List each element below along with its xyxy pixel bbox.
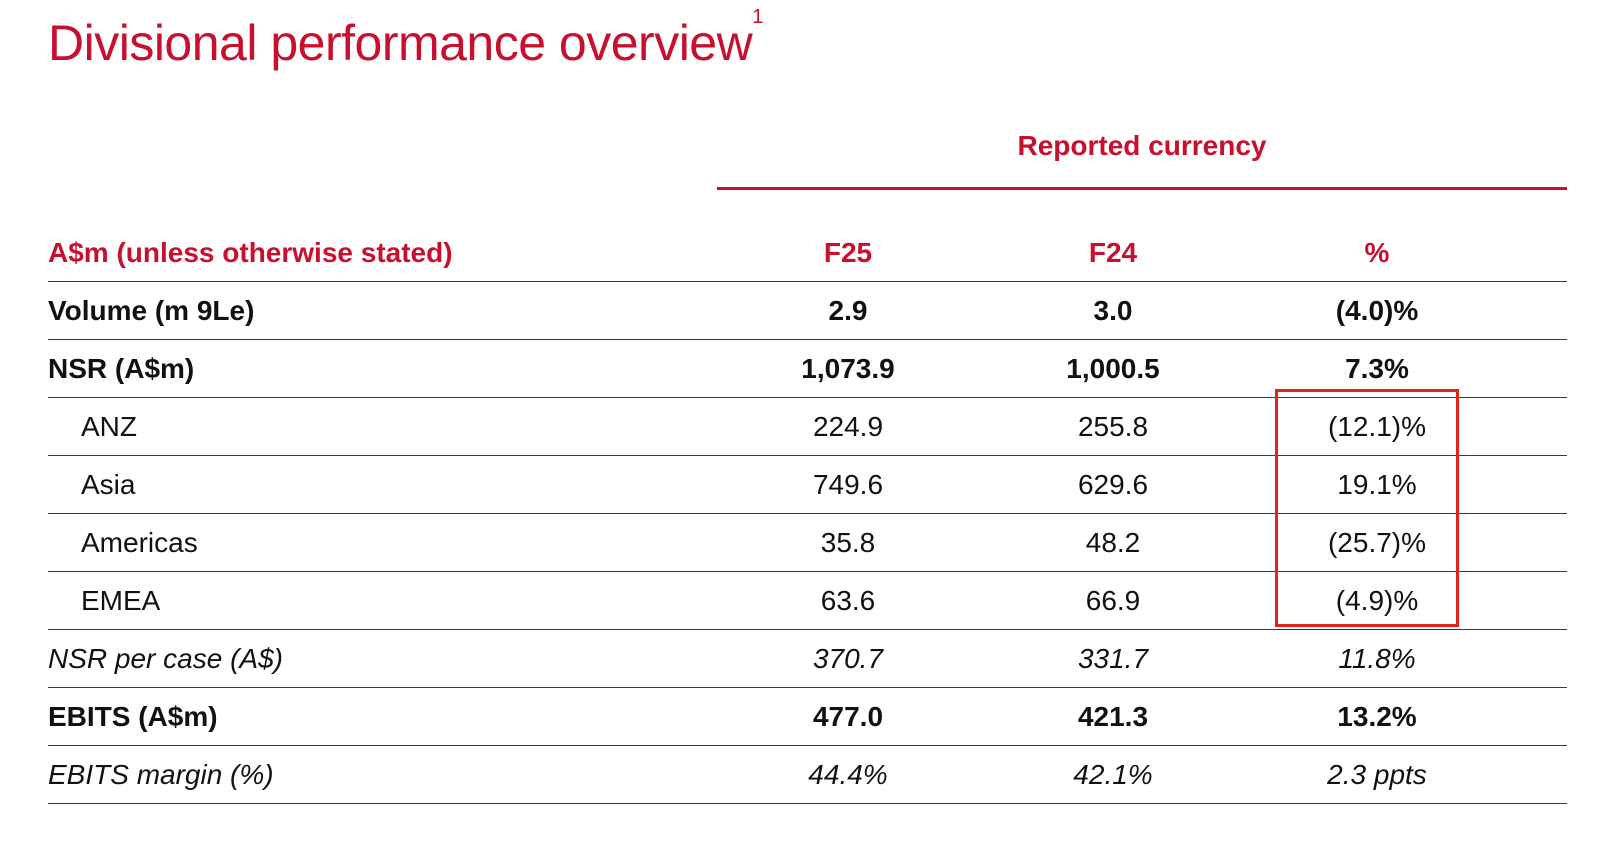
row-pct: 19.1% xyxy=(1337,468,1417,500)
row-label: Americas xyxy=(81,526,198,558)
header-label: A$m (unless otherwise stated) xyxy=(48,236,453,268)
row-f24: 421.3 xyxy=(1077,700,1149,732)
row-pct: (12.1)% xyxy=(1327,410,1427,442)
row-f24: 42.1% xyxy=(1073,758,1153,790)
row-f24: 48.2 xyxy=(1085,526,1141,558)
row-f25: 44.4% xyxy=(808,758,888,790)
row-f24: 66.9 xyxy=(1085,584,1141,616)
row-label: EMEA xyxy=(81,584,161,616)
row-pct: 7.3% xyxy=(1345,352,1409,384)
row-label: NSR (A$m) xyxy=(48,352,195,384)
row-label: Asia xyxy=(81,468,136,500)
row-f24: 3.0 xyxy=(1093,294,1133,326)
table-header-row: A$m (unless otherwise stated) F25 F24 % xyxy=(48,224,1567,282)
table-row-ebits: EBITS (A$m) 477.0 421.3 13.2% xyxy=(48,688,1567,746)
table-row-nsr: NSR (A$m) 1,073.9 1,000.5 7.3% xyxy=(48,340,1567,398)
table-row-emea: EMEA 63.6 66.9 (4.9)% xyxy=(48,572,1567,630)
reported-currency-rule xyxy=(717,187,1567,190)
table-row-volume: Volume (m 9Le) 2.9 3.0 (4.0)% xyxy=(48,282,1567,340)
row-f25: 749.6 xyxy=(812,468,884,500)
table-row-nsr-per-case: NSR per case (A$) 370.7 331.7 11.8% xyxy=(48,630,1567,688)
row-f25: 224.9 xyxy=(812,410,884,442)
row-f24: 629.6 xyxy=(1077,468,1149,500)
row-label: Volume (m 9Le) xyxy=(48,294,255,326)
footnote-marker: 1 xyxy=(752,6,763,28)
header-f25: F25 xyxy=(823,236,873,268)
row-f25: 477.0 xyxy=(812,700,884,732)
row-pct: 2.3 ppts xyxy=(1327,758,1427,790)
row-f24: 331.7 xyxy=(1077,642,1149,674)
table-row-anz: ANZ 224.9 255.8 (12.1)% xyxy=(48,398,1567,456)
row-pct: (4.0)% xyxy=(1335,294,1419,326)
page-title: Divisional performance overview1 xyxy=(48,6,763,71)
row-pct: 13.2% xyxy=(1337,700,1417,732)
row-f25: 63.6 xyxy=(820,584,876,616)
header-f24: F24 xyxy=(1088,236,1138,268)
table-row-americas: Americas 35.8 48.2 (25.7)% xyxy=(48,514,1567,572)
row-f25: 1,073.9 xyxy=(801,352,895,384)
row-label: EBITS margin (%) xyxy=(48,758,274,790)
row-pct: (25.7)% xyxy=(1327,526,1427,558)
row-label: NSR per case (A$) xyxy=(48,642,283,674)
reported-currency-header: Reported currency xyxy=(1017,130,1267,161)
table-row-ebits-margin: EBITS margin (%) 44.4% 42.1% 2.3 ppts xyxy=(48,746,1567,804)
performance-table: A$m (unless otherwise stated) F25 F24 % … xyxy=(48,224,1567,804)
header-pct: % xyxy=(1364,236,1390,268)
row-label: EBITS (A$m) xyxy=(48,700,218,732)
row-label: ANZ xyxy=(81,410,137,442)
row-f25: 370.7 xyxy=(812,642,884,674)
row-f25: 2.9 xyxy=(828,294,868,326)
row-f24: 255.8 xyxy=(1077,410,1149,442)
row-pct: (4.9)% xyxy=(1335,584,1419,616)
regional-pct-highlight-box xyxy=(1275,389,1459,627)
row-pct: 11.8% xyxy=(1338,642,1416,674)
table-row-asia: Asia 749.6 629.6 19.1% xyxy=(48,456,1567,514)
row-f25: 35.8 xyxy=(820,526,876,558)
row-f24: 1,000.5 xyxy=(1066,352,1160,384)
